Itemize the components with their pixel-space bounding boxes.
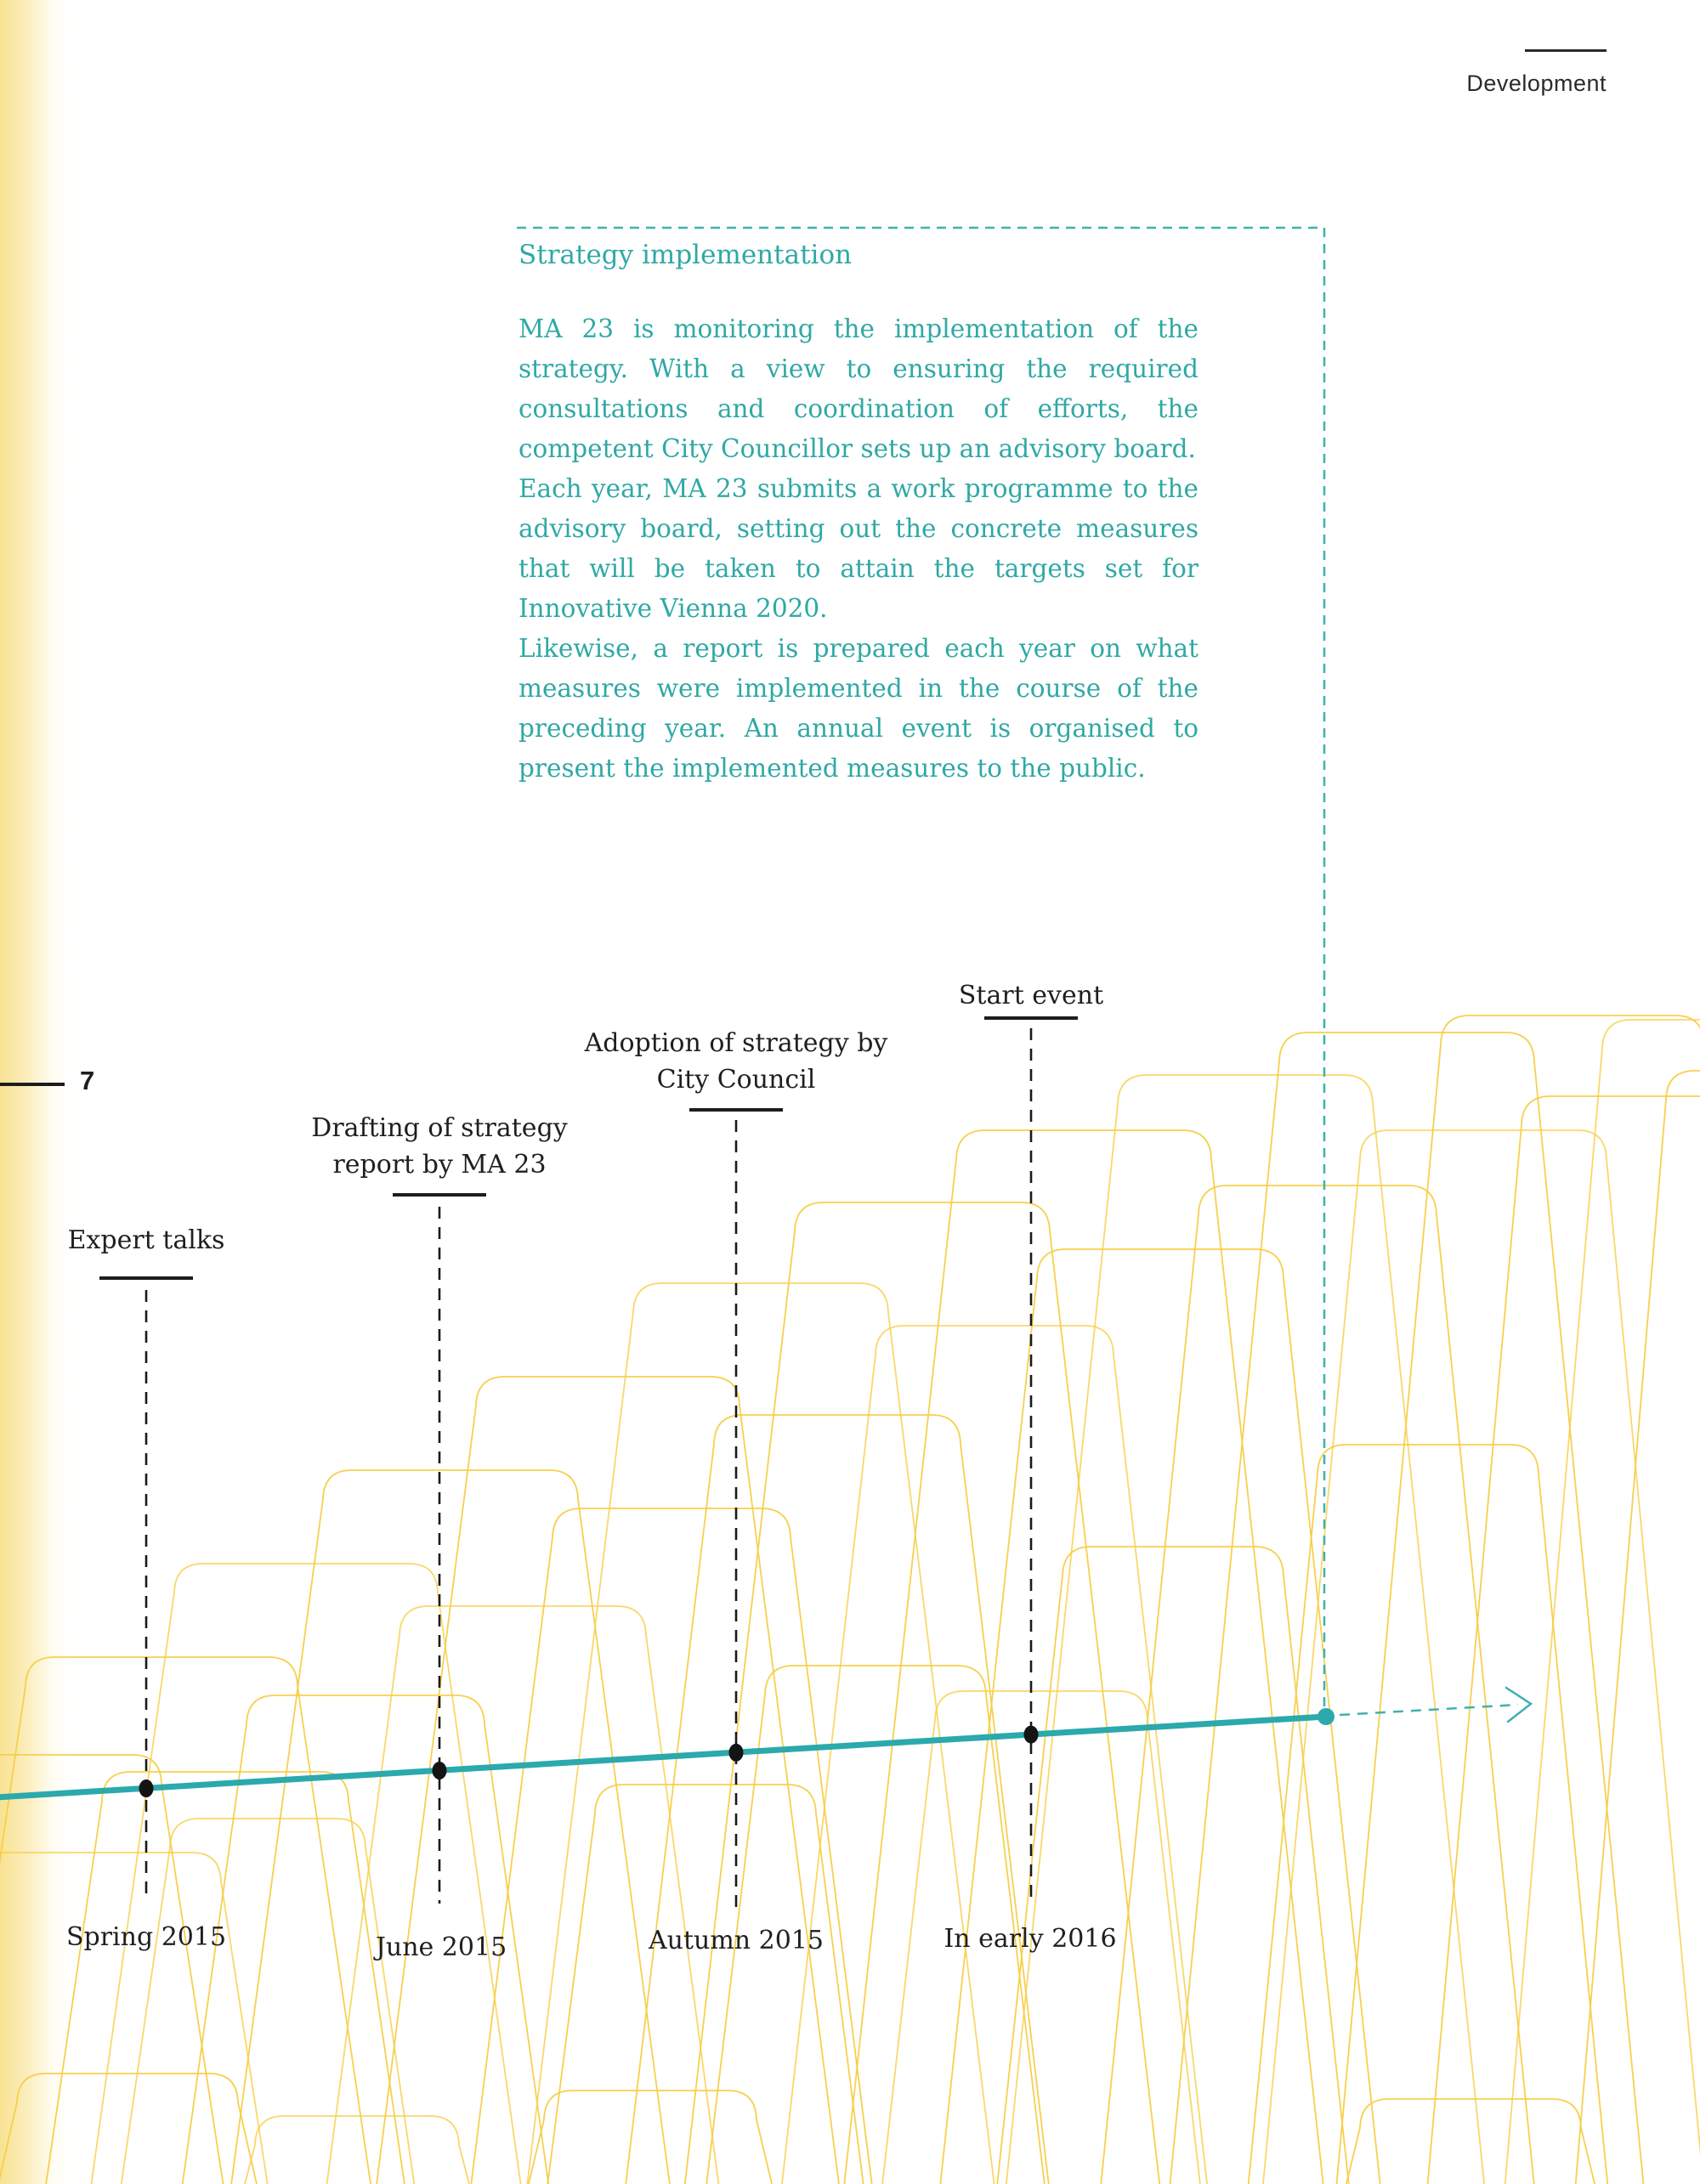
milestone-underline-adoption (689, 1108, 783, 1112)
milestone-label-adoption: Adoption of strategy by City Council (584, 1028, 888, 1095)
milestone-date-june-2015: June 2015 (375, 1932, 507, 1962)
info-box-title: Strategy implementation (518, 240, 853, 270)
info-paragraph: MA 23 is monitoring the implementation o… (518, 314, 1198, 463)
info-box-body: MA 23 is monitoring the implementation o… (518, 309, 1198, 789)
milestone-underline-start-event (984, 1016, 1078, 1020)
milestone-label-expert-talks: Expert talks (67, 1225, 225, 1255)
section-header-rule (1525, 49, 1606, 52)
milestone-label-drafting: Drafting of strategy report by MA 23 (311, 1113, 568, 1180)
milestone-label-start-event: Start event (958, 981, 1104, 1010)
page-number-rule (0, 1083, 65, 1086)
section-header-label: Development (1466, 71, 1606, 96)
strategy-implementation-box: Strategy implementation MA 23 is monitor… (518, 240, 1198, 789)
milestone-underline-expert-talks (99, 1276, 193, 1280)
milestone-underline-drafting (393, 1193, 486, 1197)
info-paragraph: Likewise, a report is prepared each year… (518, 634, 1198, 783)
milestone-date-autumn-2015: Autumn 2015 (648, 1926, 824, 1955)
info-paragraph: Each year, MA 23 submits a work programm… (518, 474, 1198, 623)
milestone-date-early-2016: In early 2016 (944, 1924, 1117, 1954)
page-number: 7 (80, 1066, 95, 1095)
section-header: Development (1466, 49, 1606, 97)
left-yellow-gradient-strip (0, 0, 102, 2184)
arrow-right-icon (1504, 1686, 1533, 1723)
milestone-date-spring-2015: Spring 2015 (65, 1922, 227, 1952)
